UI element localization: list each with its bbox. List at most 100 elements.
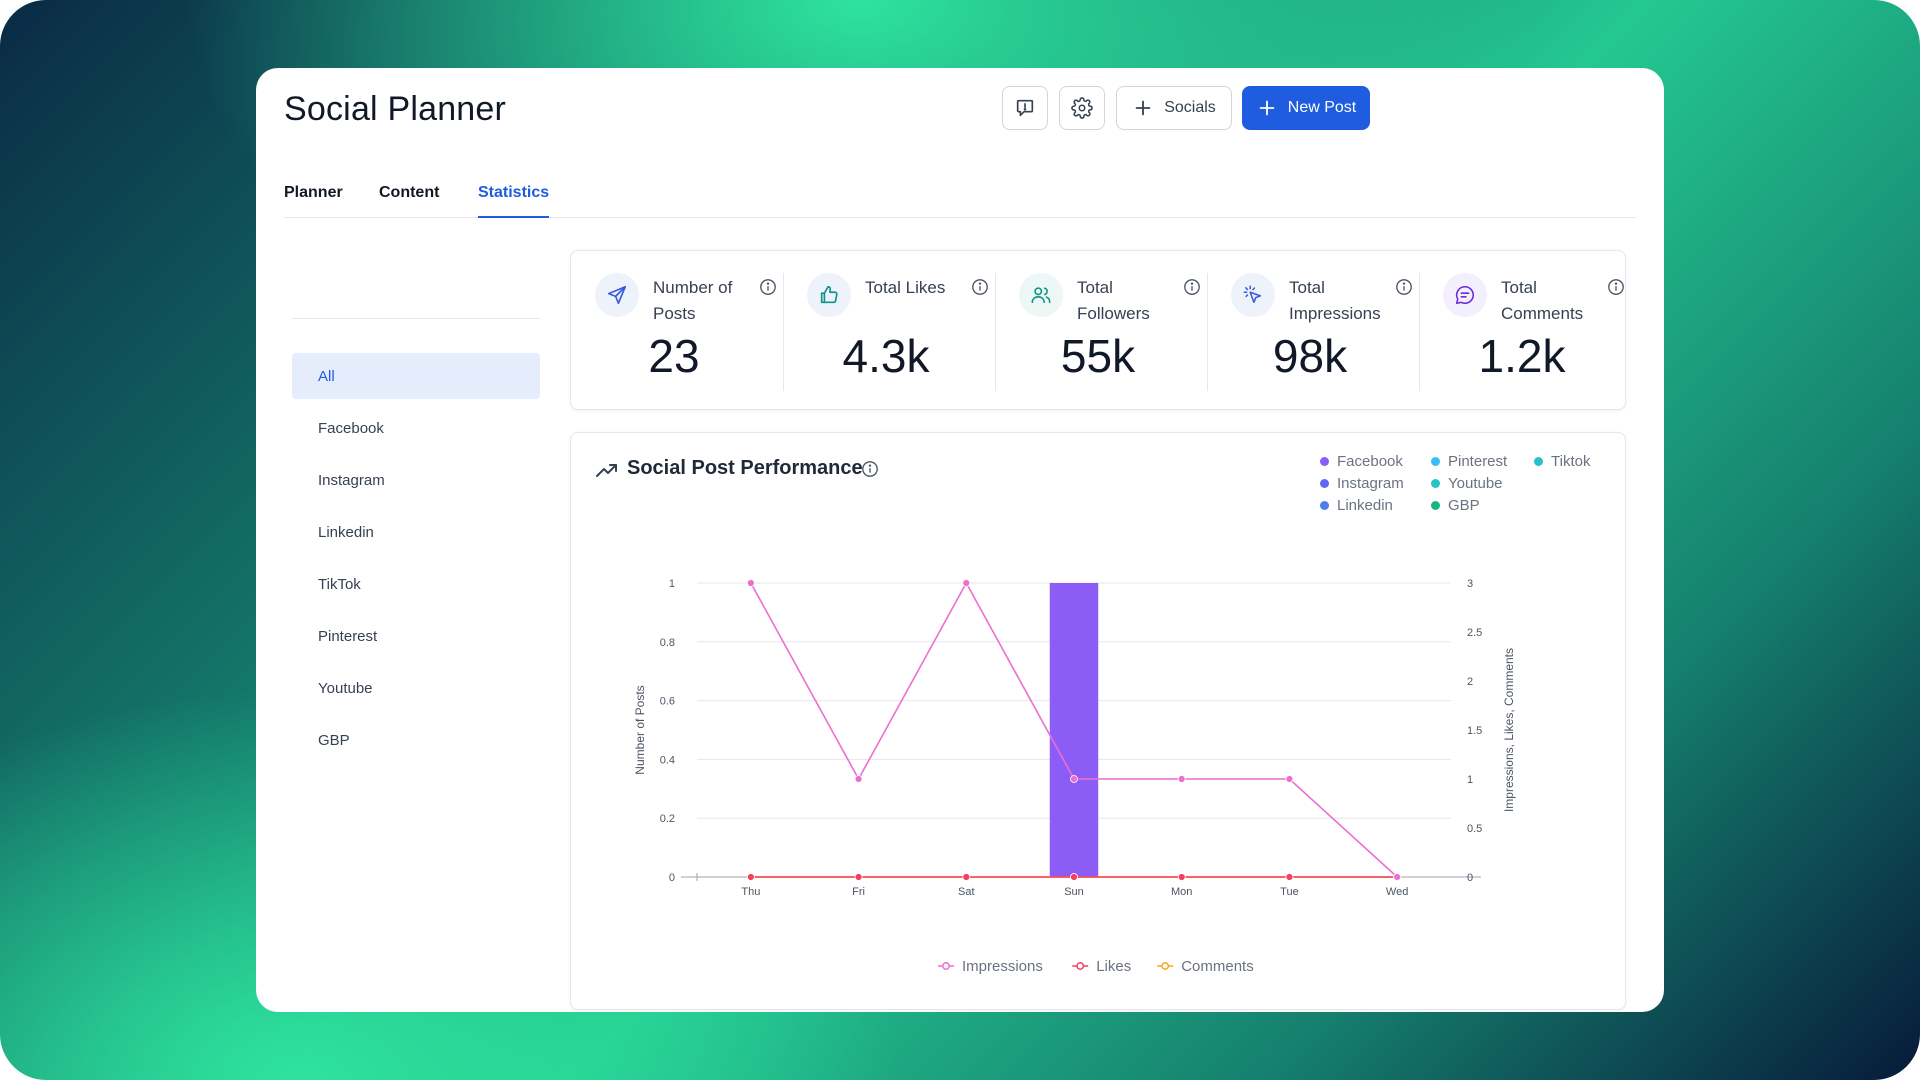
legend-label: Youtube [1448, 475, 1503, 492]
data-point [746, 579, 755, 587]
stat-label: Total Impressions [1289, 278, 1381, 323]
gear-icon [1071, 97, 1093, 119]
y-tick-label: 0.4 [660, 754, 675, 766]
stat-divider [783, 273, 784, 391]
data-point [1070, 873, 1078, 881]
legend-dot [1431, 457, 1440, 466]
x-tick-label: Mon [1171, 886, 1192, 898]
x-tick-label: Tue [1280, 886, 1299, 898]
stat-total-comments: Total Comments 1.2k [1419, 251, 1625, 411]
send-icon [595, 273, 639, 317]
data-point [962, 873, 971, 881]
settings-button[interactable] [1059, 86, 1105, 130]
stat-value: 4.3k [842, 330, 930, 382]
legend-youtube[interactable]: Youtube [1431, 475, 1503, 492]
legend-dot [1320, 501, 1329, 510]
legend-label: Pinterest [1448, 453, 1508, 470]
info-icon[interactable] [971, 278, 989, 296]
data-point [746, 873, 755, 881]
feedback-icon [1016, 99, 1034, 117]
legend-pinterest[interactable]: Pinterest [1431, 453, 1507, 470]
legend-label: Tiktok [1551, 453, 1591, 470]
y-axis-label: Number of Posts [633, 685, 647, 774]
data-point [854, 873, 863, 881]
new-post-label: New Post [1287, 99, 1357, 116]
data-point [1393, 873, 1402, 881]
x-tick-label: Wed [1386, 886, 1408, 898]
sidebar-item-facebook[interactable]: Facebook [318, 419, 384, 437]
stat-label: Number of Posts [653, 278, 733, 323]
legend-instagram[interactable]: Instagram [1320, 475, 1404, 492]
y-tick-label: 1 [669, 578, 675, 590]
socials-label: Socials [1164, 99, 1216, 116]
sidebar-item-linkedin[interactable]: Linkedin [318, 523, 374, 541]
sidebar-item-tiktok[interactable]: TikTok [318, 575, 361, 593]
plus-icon [1259, 100, 1275, 116]
legend-series-label: Comments [1181, 958, 1254, 975]
feedback-button[interactable] [1002, 86, 1048, 130]
x-tick-label: Fri [852, 886, 865, 898]
data-point [1285, 775, 1294, 783]
y-tick-label: 0.6 [660, 696, 675, 708]
sidebar-divider [292, 318, 540, 319]
stat-number-of-posts: Number of Posts 23 [571, 251, 777, 411]
sidebar-item-all[interactable]: All [292, 353, 540, 399]
sidebar-item-youtube[interactable]: Youtube [318, 679, 373, 697]
app-window: Social Planner Socials New Post Planner … [256, 68, 1664, 1012]
legend-facebook[interactable]: Facebook [1320, 453, 1403, 470]
info-icon[interactable] [759, 278, 777, 296]
info-icon[interactable] [1395, 278, 1413, 296]
y-right-tick-label: 0 [1467, 872, 1473, 884]
stat-label: Total Likes [865, 278, 946, 297]
tab-planner[interactable]: Planner [284, 184, 343, 201]
x-tick-label: Sun [1064, 886, 1084, 898]
stat-value: 23 [648, 330, 700, 382]
tab-statistics[interactable]: Statistics [478, 176, 550, 218]
y-right-tick-label: 1.5 [1467, 725, 1482, 737]
legend-linkedin[interactable]: Linkedin [1320, 497, 1393, 514]
stat-divider [995, 273, 996, 391]
legend-label: GBP [1448, 497, 1480, 514]
info-icon[interactable] [861, 460, 879, 478]
sidebar-item-gbp[interactable]: GBP [318, 731, 350, 749]
y-right-tick-label: 2.5 [1467, 627, 1482, 639]
new-post-button[interactable]: New Post [1242, 86, 1370, 130]
y-right-tick-label: 3 [1467, 578, 1473, 590]
legend-dot [1431, 501, 1440, 510]
legend-label: Linkedin [1337, 497, 1393, 514]
legend-tiktok[interactable]: Tiktok [1534, 453, 1590, 470]
stat-divider [1419, 273, 1420, 391]
info-icon[interactable] [1607, 278, 1625, 296]
legend-gbp[interactable]: GBP [1431, 497, 1480, 514]
trending-up-icon [596, 464, 617, 477]
stat-value: 55k [1060, 330, 1136, 382]
y-right-tick-label: 2 [1467, 676, 1473, 688]
tab-bar: Planner Content Statistics [284, 176, 1636, 218]
performance-chart: 0 0.2 0.4 0.6 0.8 1 0 0.5 1 1.5 2 2.5 3 Thu Fri Sat Sun M… [633, 578, 1516, 975]
info-icon[interactable] [1183, 278, 1201, 296]
legend-series-label: Likes [1096, 958, 1131, 975]
data-point [1285, 873, 1294, 881]
plus-icon [1135, 100, 1151, 116]
stat-total-impressions: Total Impressions 98k [1207, 251, 1413, 411]
stat-label: Total Comments [1501, 278, 1584, 323]
sidebar-item-pinterest[interactable]: Pinterest [318, 627, 378, 645]
cursor-click-icon [1231, 273, 1275, 317]
y-tick-label: 0 [669, 872, 675, 884]
legend-dot [1320, 457, 1329, 466]
performance-title: Social Post Performance [627, 457, 863, 479]
comment-icon [1443, 273, 1487, 317]
stat-divider [1207, 273, 1208, 391]
bar [1049, 583, 1099, 877]
sidebar-item-instagram[interactable]: Instagram [318, 471, 385, 489]
y-right-tick-label: 0.5 [1467, 823, 1482, 835]
data-point [1177, 873, 1186, 881]
users-icon [1019, 273, 1063, 317]
performance-panel: Social Post Performance Facebook Instagr… [570, 432, 1626, 1010]
legend-label: Facebook [1337, 453, 1403, 470]
page-title: Social Planner [284, 90, 507, 128]
socials-button[interactable]: Socials [1116, 86, 1232, 130]
x-tick-label: Thu [741, 886, 760, 898]
legend-marker [942, 962, 950, 970]
tab-content[interactable]: Content [379, 184, 440, 201]
